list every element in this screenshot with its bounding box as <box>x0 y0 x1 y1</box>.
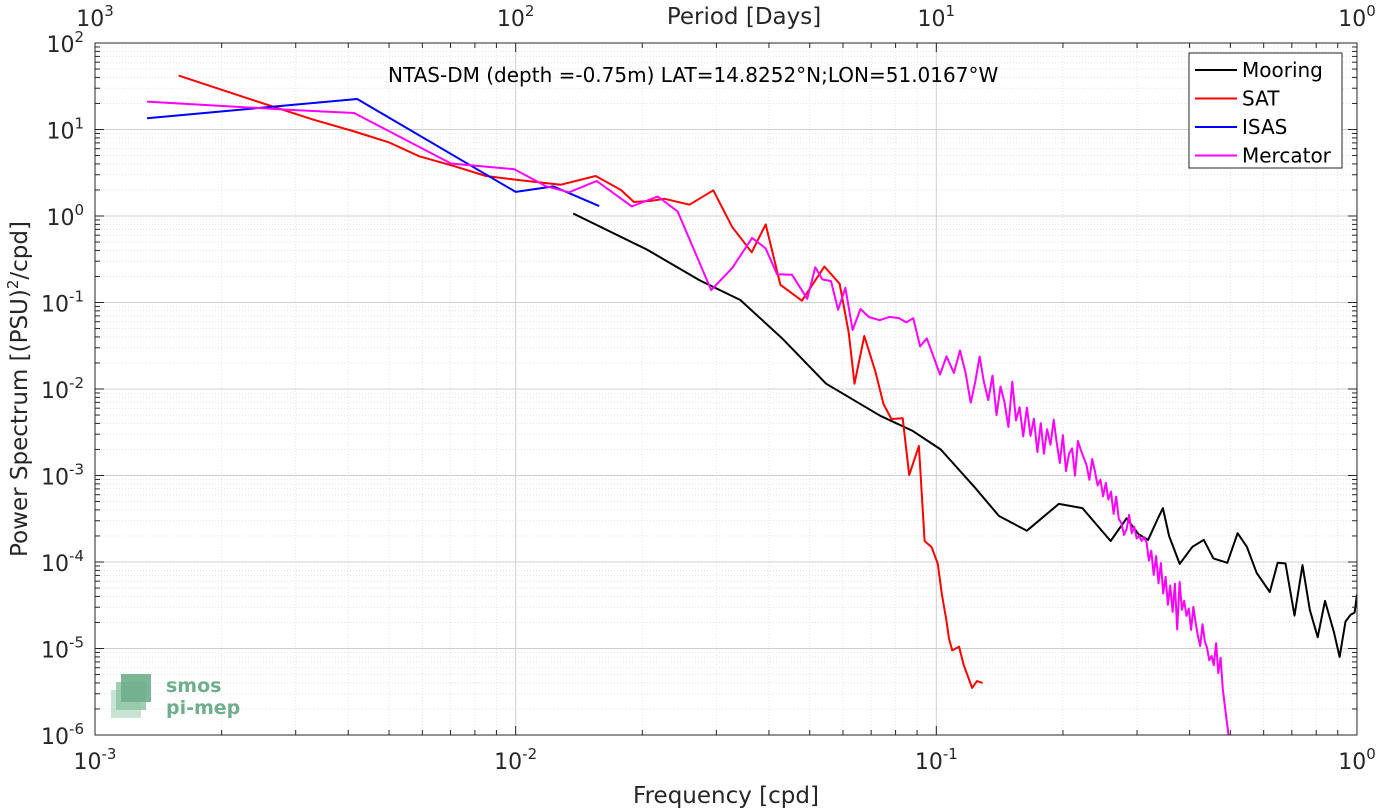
x-axis-label: Frequency [cpd] <box>633 783 819 809</box>
legend-label-sat: SAT <box>1242 87 1280 111</box>
top-x-tick-label: 103 <box>76 2 114 32</box>
top-x-tick-label: 100 <box>1338 2 1376 32</box>
y-tick-label: 102 <box>46 28 84 58</box>
x-tick-label: 10-3 <box>74 745 117 775</box>
legend-label-mercator: Mercator <box>1242 144 1332 168</box>
x-tick-labels: 10-3 10-2 10-1 100 <box>74 745 1376 775</box>
minor-grid <box>95 43 1357 735</box>
series-line-mercator <box>147 100 1230 735</box>
top-x-axis-label: Period [Days] <box>667 4 821 30</box>
logo-text-pi-mep: pi-mep <box>166 697 240 719</box>
axis-tick-marks <box>94 42 1358 736</box>
y-tick-label: 10-4 <box>41 547 84 577</box>
logo-layer-front <box>121 674 151 702</box>
x-tick-label: 100 <box>1338 745 1376 775</box>
series-line-mooring <box>572 212 1357 658</box>
legend: Mooring SAT ISAS Mercator <box>1188 52 1343 169</box>
top-x-tick-label: 101 <box>918 2 956 32</box>
legend-label-mooring: Mooring <box>1242 58 1323 82</box>
legend-box <box>1188 52 1343 169</box>
x-tick-label: 10-1 <box>915 745 958 775</box>
logo-text-smos: smos <box>166 675 221 697</box>
top-x-tick-label: 102 <box>497 2 535 32</box>
series-layer <box>147 74 1357 735</box>
y-tick-labels: 10-6 10-5 10-4 10-3 10-2 10-1 100 101 102 <box>41 28 84 750</box>
legend-label-isas: ISAS <box>1242 115 1287 139</box>
y-axis-label: Power Spectrum [(PSU)2/cpd] <box>4 221 33 557</box>
smos-pi-mep-logo: smos pi-mep <box>111 674 240 719</box>
y-tick-label: 10-6 <box>41 720 84 750</box>
top-x-tick-labels: 103 102 101 100 <box>76 2 1376 32</box>
y-axis-label-sup: 2 <box>4 280 22 290</box>
series-line-sat <box>178 74 983 689</box>
chart-title: NTAS-DM (depth =-0.75m) LAT=14.8252°N;LO… <box>388 63 998 87</box>
y-axis-label-tail: /cpd] <box>7 221 33 280</box>
y-axis-label-main: Power Spectrum [(PSU) <box>7 289 33 557</box>
y-tick-label: 10-2 <box>41 374 84 404</box>
y-tick-label: 100 <box>46 201 84 231</box>
y-tick-label: 10-5 <box>41 634 84 664</box>
x-tick-label: 10-2 <box>494 745 537 775</box>
y-tick-label: 101 <box>46 115 84 145</box>
y-tick-label: 10-1 <box>41 288 84 318</box>
y-tick-label: 10-3 <box>41 461 84 491</box>
